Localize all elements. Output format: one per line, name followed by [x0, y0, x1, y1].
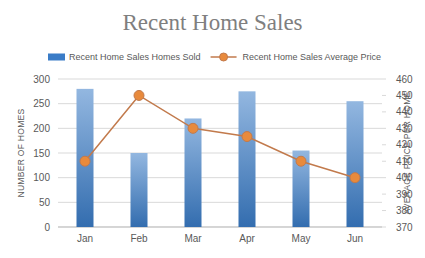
y-tick-label: 150 — [33, 148, 50, 159]
y2-tick-mark — [382, 227, 386, 228]
line — [85, 95, 355, 177]
x-tick-label: Mar — [184, 233, 202, 244]
bar — [347, 101, 364, 227]
y-tick-label: 100 — [33, 172, 50, 183]
y-tick-label: 0 — [44, 222, 50, 233]
plot-area — [77, 89, 364, 227]
grid-line — [58, 153, 382, 154]
y2-tick-label: 370 — [396, 222, 413, 233]
line-marker — [350, 173, 360, 183]
bar — [185, 118, 202, 227]
x-tick-label: Feb — [130, 233, 148, 244]
x-axis-line — [58, 227, 382, 228]
x-tick-label: Apr — [239, 233, 255, 244]
bar — [239, 91, 256, 227]
y2-tick-label: 460 — [396, 74, 413, 85]
grid-line — [58, 227, 382, 228]
y-tick-label: 50 — [39, 197, 51, 208]
legend-label: Recent Home Sales Homes Sold — [69, 52, 201, 62]
legend-swatch — [48, 54, 65, 61]
x-tick-label: May — [292, 233, 311, 244]
legend: Recent Home Sales Homes Sold Recent Home … — [48, 52, 381, 62]
y2-tick-mark — [382, 177, 386, 178]
line-marker — [188, 123, 198, 133]
x-tick-label: Jan — [77, 233, 93, 244]
y-tick-label: 200 — [33, 123, 50, 134]
grid-line — [58, 202, 382, 203]
line-marker — [80, 156, 90, 166]
y2-tick-mark — [382, 95, 386, 96]
y-tick-label: 250 — [33, 98, 50, 109]
bar — [77, 89, 94, 227]
y2-tick-mark — [382, 79, 386, 80]
chart-svg: Recent Home Sales05010015020025030037038… — [0, 0, 425, 258]
y2-tick-mark — [382, 128, 386, 129]
line-marker — [134, 90, 144, 100]
y-axis-title: NUMBER OF HOMES — [16, 108, 26, 197]
grid-line — [58, 177, 382, 178]
line-marker — [242, 132, 252, 142]
y2-tick-mark — [382, 161, 386, 162]
grid-line — [58, 103, 382, 104]
chart-container: Recent Home Sales05010015020025030037038… — [0, 0, 425, 258]
y2-tick-mark — [382, 144, 386, 145]
legend-swatch-marker — [220, 53, 228, 61]
y-tick-label: 300 — [33, 74, 50, 85]
x-tick-label: Jun — [347, 233, 363, 244]
y2-axis-title: AVERAGE PRICE PER HOME — [402, 91, 412, 214]
legend-label: Recent Home Sales Average Price — [243, 52, 381, 62]
chart-title: Recent Home Sales — [122, 10, 302, 35]
line-marker — [296, 156, 306, 166]
grid-line — [58, 79, 382, 80]
y2-tick-mark — [382, 210, 386, 211]
y2-tick-mark — [382, 194, 386, 195]
y2-tick-mark — [382, 111, 386, 112]
bar — [131, 153, 148, 227]
grid-line — [58, 128, 382, 129]
bar — [293, 151, 310, 227]
